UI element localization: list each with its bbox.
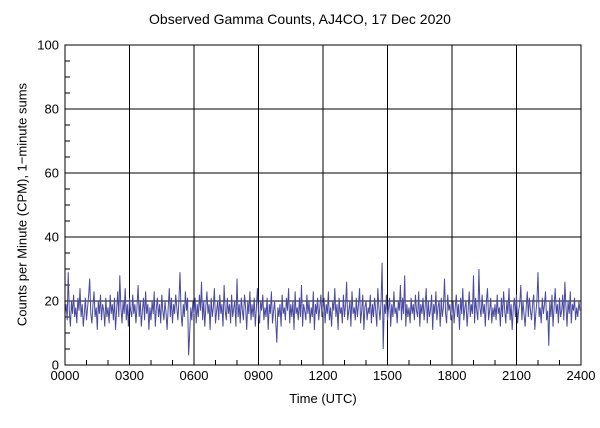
x-tick-label: 0600 bbox=[180, 368, 209, 383]
y-axis-label: Counts per Minute (CPM), 1−minute sums bbox=[14, 82, 30, 327]
chart-title: Observed Gamma Counts, AJ4CO, 17 Dec 202… bbox=[149, 11, 451, 27]
y-tick-label: 100 bbox=[37, 38, 59, 53]
x-tick-label: 1500 bbox=[373, 368, 402, 383]
y-tick-label: 80 bbox=[45, 102, 59, 117]
minor-ticks bbox=[65, 60, 560, 365]
gamma-series bbox=[64, 262, 581, 356]
x-tick-label: 2100 bbox=[502, 368, 531, 383]
x-axis-label: Time (UTC) bbox=[289, 391, 357, 406]
x-tick-label: 0300 bbox=[115, 368, 144, 383]
y-tick-label: 0 bbox=[52, 358, 59, 373]
x-tick-label: 1800 bbox=[438, 368, 467, 383]
x-tick-label: 0000 bbox=[51, 368, 80, 383]
y-tick-label: 60 bbox=[45, 166, 59, 181]
tick-labels: 0000 0300 0600 0900 1200 1500 1800 2100 2400 0 20 4… bbox=[37, 38, 595, 384]
y-tick-label: 40 bbox=[45, 230, 59, 245]
x-tick-label: 1200 bbox=[309, 368, 338, 383]
x-tick-label: 0900 bbox=[244, 368, 273, 383]
x-tick-label: 2400 bbox=[567, 368, 596, 383]
y-tick-label: 20 bbox=[45, 294, 59, 309]
plot-frame bbox=[64, 44, 582, 366]
